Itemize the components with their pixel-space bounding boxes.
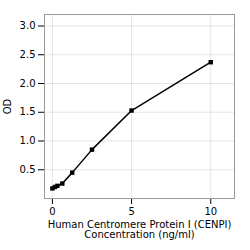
svg-text:2.5: 2.5: [20, 49, 36, 60]
svg-text:10: 10: [204, 206, 217, 217]
svg-text:1.0: 1.0: [20, 135, 36, 146]
svg-text:0.5: 0.5: [20, 164, 36, 175]
svg-text:OD: OD: [2, 98, 13, 114]
svg-text:5: 5: [128, 206, 134, 217]
svg-text:1.5: 1.5: [20, 106, 36, 117]
svg-text:0: 0: [49, 206, 55, 217]
svg-text:Human Centromere Protein I (CE: Human Centromere Protein I (CENPI)Concen…: [48, 219, 232, 240]
svg-text:3.0: 3.0: [20, 20, 36, 31]
svg-text:2.0: 2.0: [20, 78, 36, 89]
